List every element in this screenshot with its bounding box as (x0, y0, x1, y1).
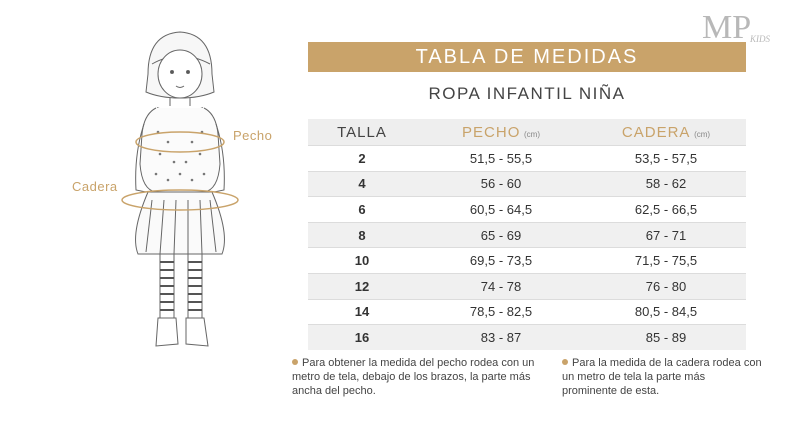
table-row: 10 69,5 - 73,5 71,5 - 75,5 (308, 247, 746, 273)
hip-note: Para la medida de la cadera rodea con un… (562, 356, 762, 398)
table-row: 16 83 - 87 85 - 89 (308, 324, 746, 350)
cell-size: 8 (358, 227, 366, 243)
header-chest: PECHO (cm) (416, 124, 586, 141)
bullet-dot-icon (562, 359, 568, 365)
header-hip-label: CADERA (621, 123, 691, 141)
table-row: 14 78,5 - 82,5 80,5 - 84,5 (308, 298, 746, 325)
cell-hip: 85 - 89 (645, 329, 687, 345)
cell-hip: 67 - 71 (645, 227, 687, 243)
cell-size: 16 (354, 329, 370, 345)
header-chest-unit: (cm) (523, 129, 540, 139)
hip-note-text: Para la medida de la cadera rodea con un… (562, 357, 762, 397)
chest-note: Para obtener la medida del pecho rodea c… (292, 356, 552, 398)
header-chest-label: PECHO (462, 123, 521, 141)
girl-illustration (121, 31, 239, 347)
table-body: 2 51,5 - 55,5 53,5 - 57,5 4 56 - 60 58 - 62 6 6… (308, 145, 746, 350)
bullet-dot-icon (292, 359, 298, 365)
cell-chest: 83 - 87 (480, 329, 522, 345)
chest-note-text: Para obtener la medida del pecho rodea c… (292, 357, 535, 397)
chest-label: Pecho (233, 128, 273, 143)
cell-size: 10 (354, 253, 370, 269)
cell-chest: 74 - 78 (480, 278, 522, 294)
page-title: TABLA DE MEDIDAS (415, 45, 639, 68)
table-row: 12 74 - 78 76 - 80 (308, 272, 746, 299)
table-row: 8 65 - 69 67 - 71 (308, 221, 746, 248)
table-row: 2 51,5 - 55,5 53,5 - 57,5 (308, 145, 746, 171)
cell-chest: 60,5 - 64,5 (469, 201, 533, 217)
cell-hip: 76 - 80 (645, 278, 687, 294)
cell-size: 14 (354, 304, 370, 320)
cell-size: 12 (354, 278, 370, 294)
header-hip-unit: (cm) (694, 129, 711, 139)
brand-logo: MP KIDS (702, 9, 770, 46)
hip-label: Cadera (72, 179, 118, 194)
size-table: TALLA PECHO (cm) CADERA (cm) 2 51,5 - 55,… (308, 119, 746, 350)
logo-main: MP (702, 9, 751, 46)
cell-hip: 71,5 - 75,5 (634, 253, 698, 269)
cell-hip: 53,5 - 57,5 (634, 150, 698, 166)
cell-chest: 69,5 - 73,5 (469, 253, 533, 269)
header-size: TALLA (337, 123, 387, 141)
table-row: 6 60,5 - 64,5 62,5 - 66,5 (308, 196, 746, 222)
cell-size: 4 (358, 176, 366, 192)
cell-size: 6 (358, 201, 366, 217)
title-banner: TABLA DE MEDIDAS (308, 42, 746, 72)
header-hip: CADERA (cm) (586, 124, 746, 141)
table-header-row: TALLA PECHO (cm) CADERA (cm) (308, 119, 746, 145)
cell-size: 2 (358, 150, 366, 166)
table-row: 4 56 - 60 58 - 62 (308, 170, 746, 197)
cell-chest: 56 - 60 (480, 176, 522, 192)
cell-chest: 78,5 - 82,5 (469, 304, 533, 320)
logo-sub: KIDS (749, 34, 770, 44)
cell-hip: 58 - 62 (645, 176, 687, 192)
cell-chest: 51,5 - 55,5 (469, 150, 533, 166)
page-subtitle: ROPA INFANTIL NIÑA (428, 84, 626, 103)
cell-chest: 65 - 69 (480, 227, 522, 243)
cell-hip: 62,5 - 66,5 (634, 201, 698, 217)
cell-hip: 80,5 - 84,5 (634, 304, 698, 320)
